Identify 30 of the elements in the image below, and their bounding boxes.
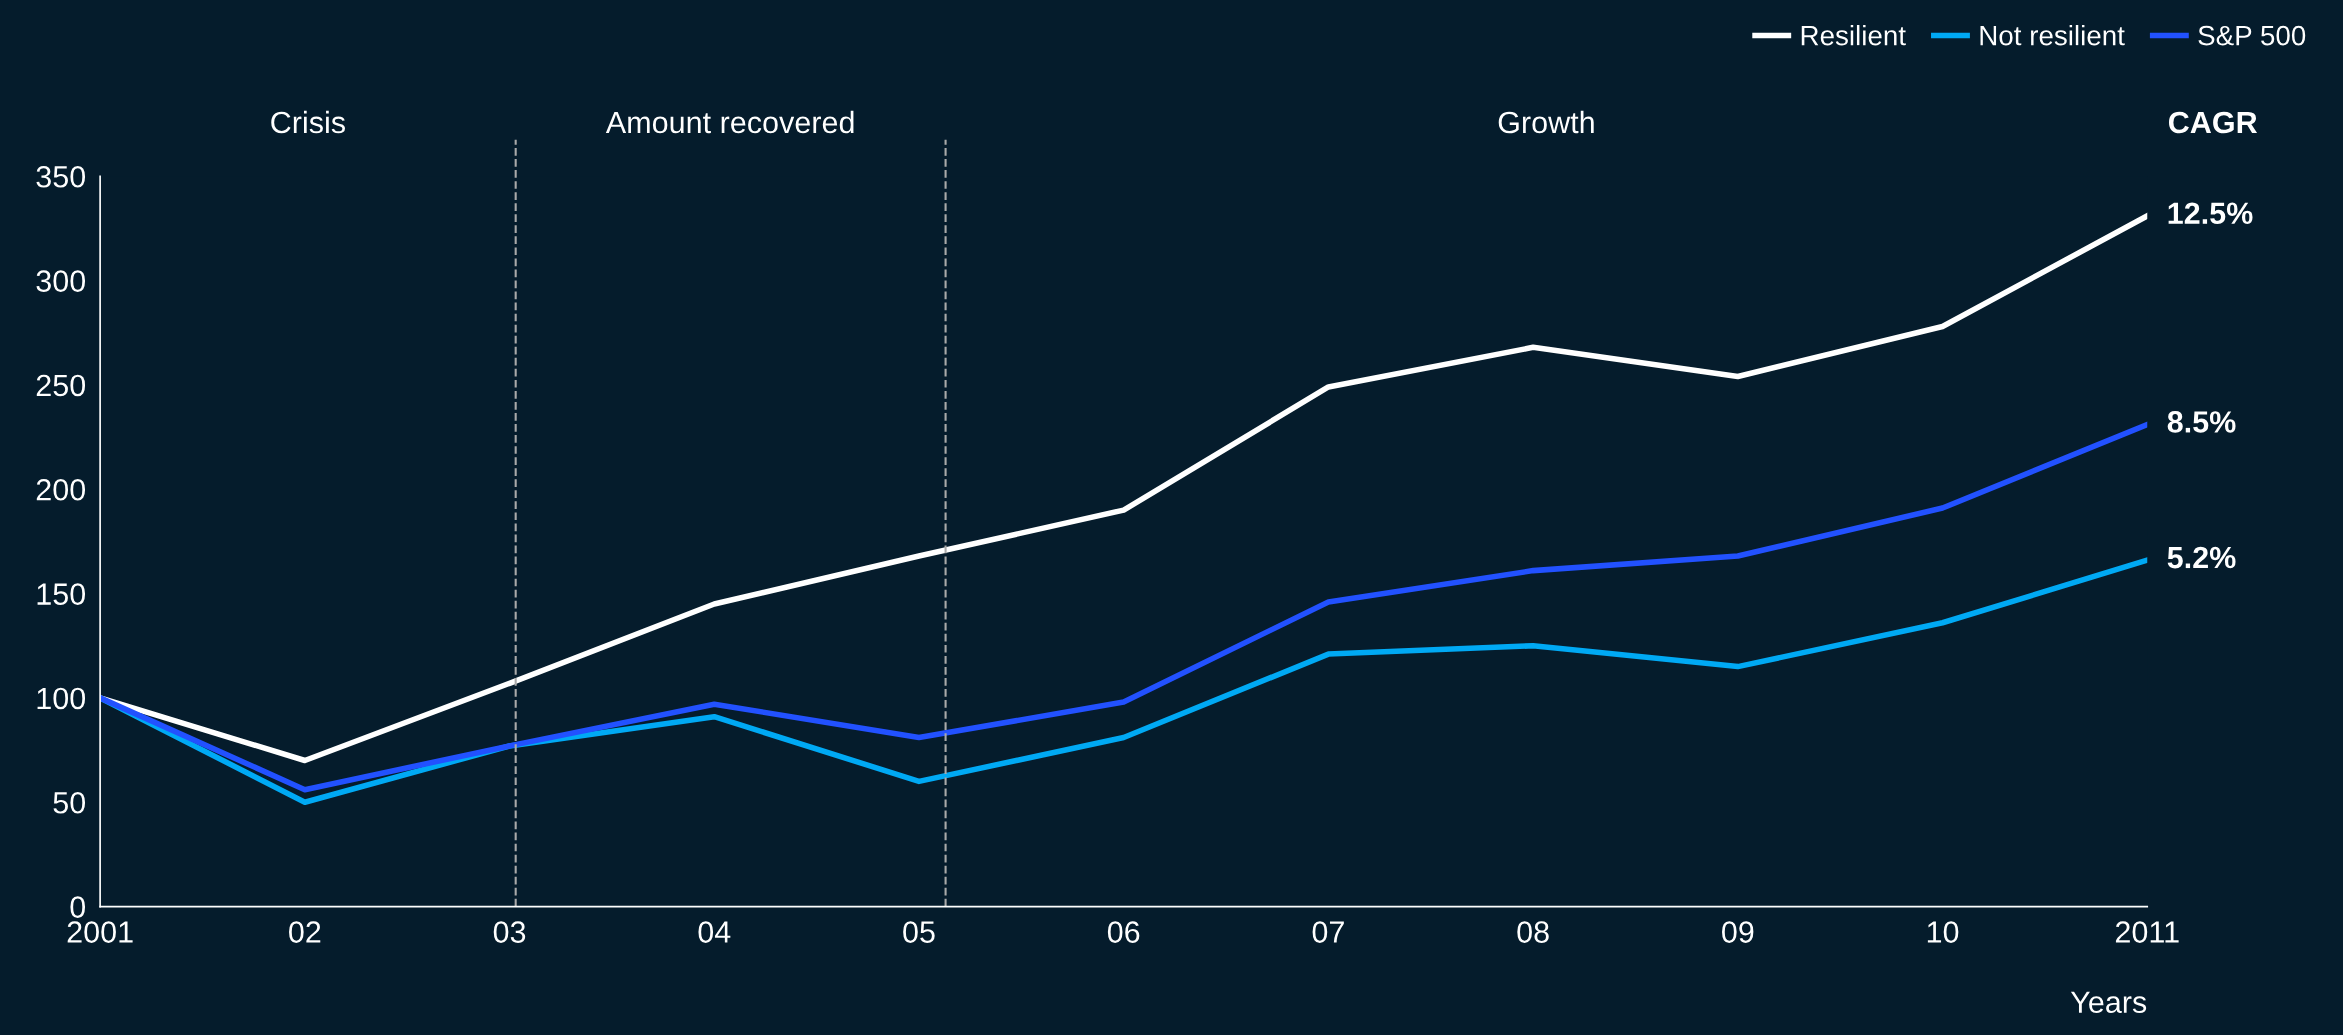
x-tick-label: 08 xyxy=(1517,921,1549,943)
y-tick-label: 50 xyxy=(53,791,86,814)
text: Amount recovered xyxy=(605,110,854,134)
x-tick-label: 04 xyxy=(698,921,731,943)
x-tick-label: 07 xyxy=(1312,921,1344,943)
legend-label: Not resilient xyxy=(1980,25,2125,46)
x-tick-label: 03 xyxy=(493,921,526,943)
x-tick-label: 09 xyxy=(1722,921,1754,943)
y-tick-label: 150 xyxy=(37,583,86,605)
x-tick-label: 10 xyxy=(1927,921,1959,943)
x-tick-label: 02 xyxy=(289,921,321,943)
y-tick-label: 250 xyxy=(36,374,86,397)
text: Growth xyxy=(1498,110,1594,134)
x-tick-label: 06 xyxy=(1107,921,1140,943)
legend-label: Resilient xyxy=(1801,25,1906,46)
text: 12.5% xyxy=(2168,202,2253,225)
y-tick-label: 300 xyxy=(36,270,86,292)
text: 5.2% xyxy=(2167,546,2236,569)
text: CAGR xyxy=(2168,111,2258,134)
text: 8.5% xyxy=(2167,411,2236,433)
x-tick-label: 05 xyxy=(903,921,935,943)
legend-label: S&P 500 xyxy=(2198,25,2306,46)
x-tick-label: 2011 xyxy=(2115,921,2179,943)
y-tick-label: 100 xyxy=(37,687,86,710)
y-tick-label: 350 xyxy=(36,165,86,188)
y-tick-label: 200 xyxy=(36,478,86,501)
x-tick-label: 2001 xyxy=(67,921,133,943)
text: Crisis xyxy=(271,110,345,134)
y-tick-label: 0 xyxy=(70,896,86,918)
x-axis-title: Years xyxy=(2070,991,2147,1014)
